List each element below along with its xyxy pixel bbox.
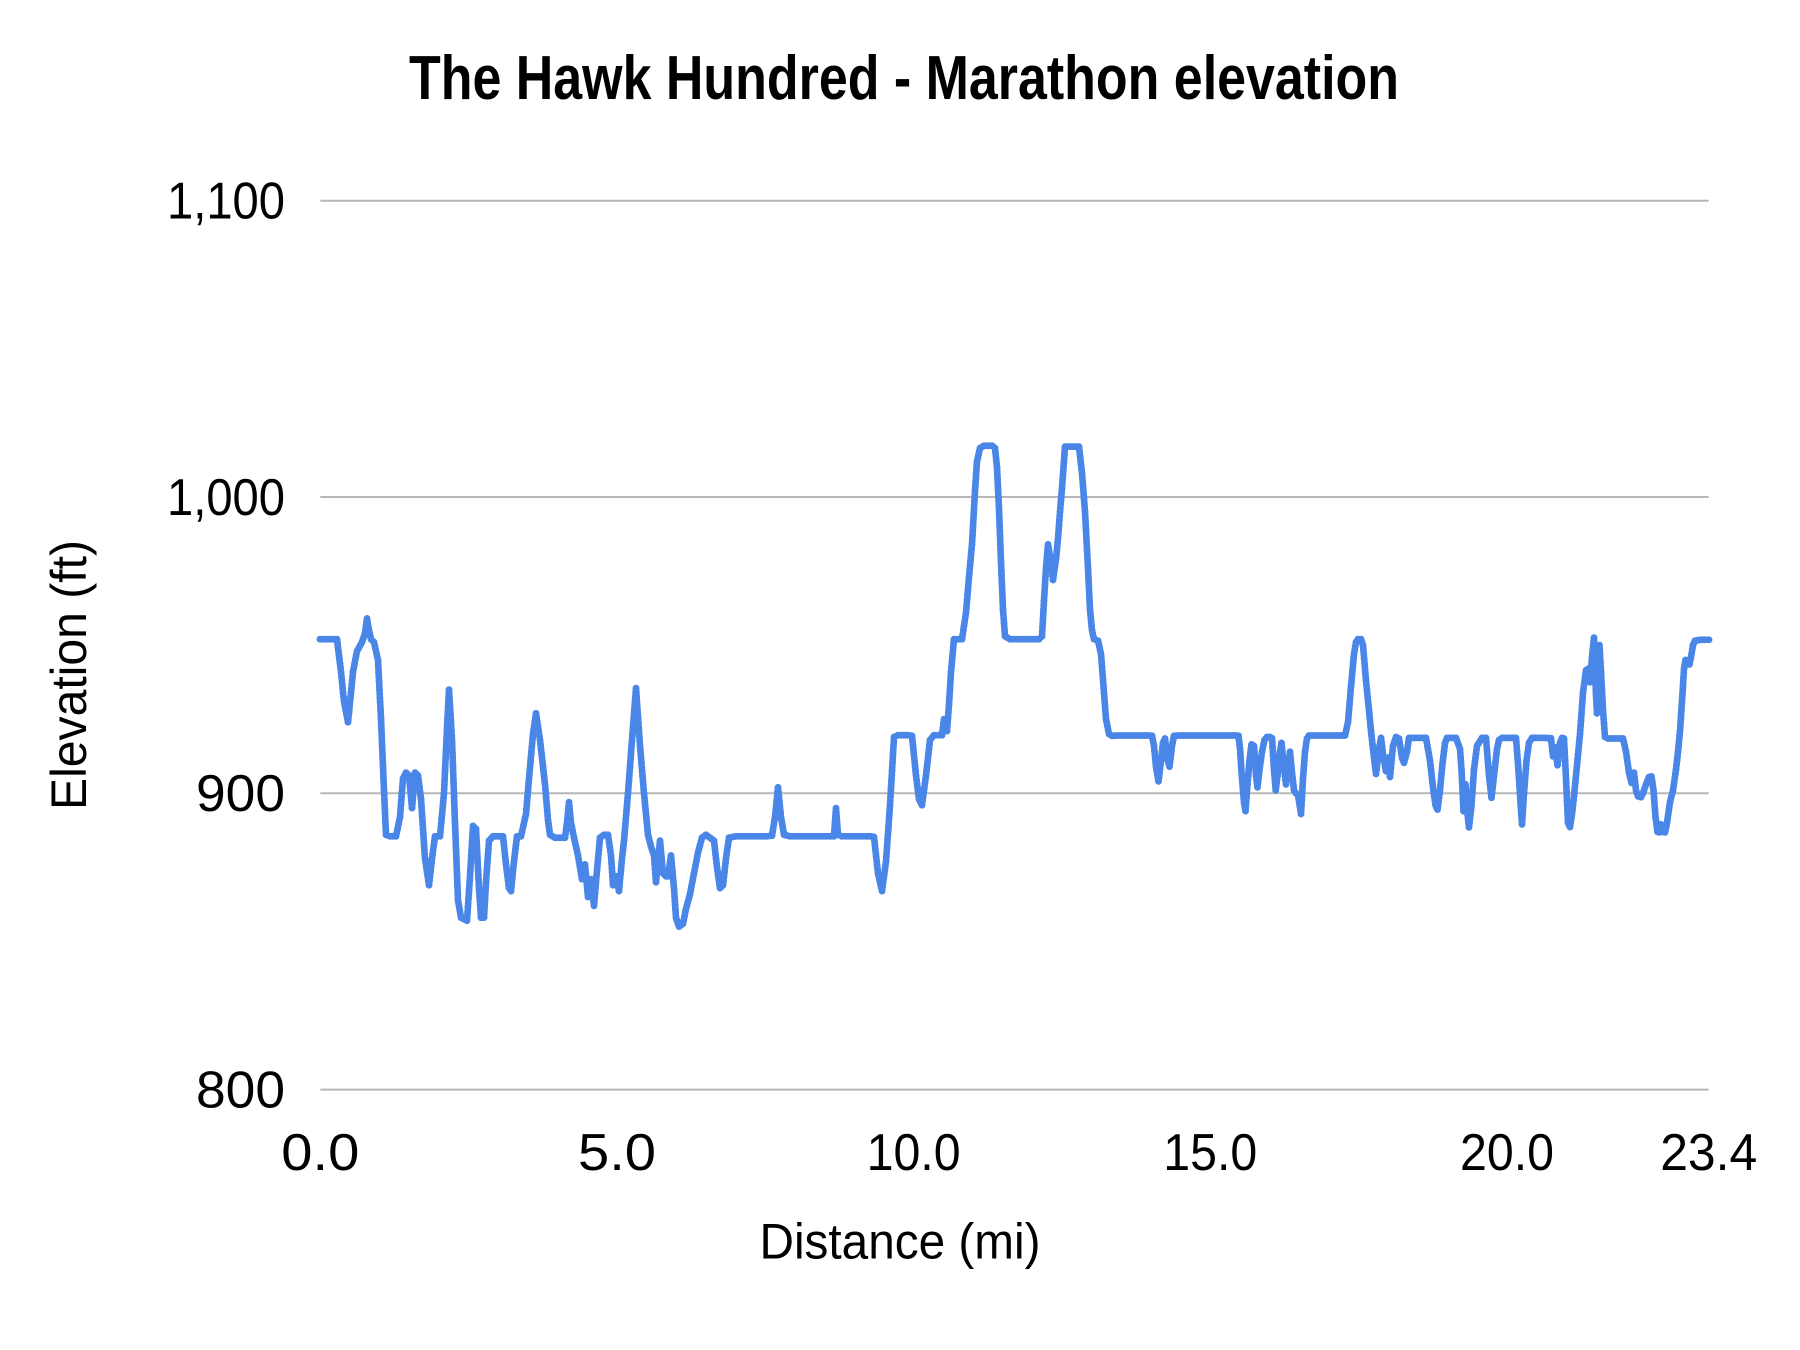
svg-text:Elevation (ft): Elevation (ft) — [41, 540, 97, 810]
svg-text:23.4: 23.4 — [1660, 1124, 1757, 1182]
svg-text:900: 900 — [196, 765, 285, 823]
svg-text:800: 800 — [196, 1062, 285, 1120]
svg-text:1,100: 1,100 — [167, 173, 285, 231]
svg-text:The Hawk Hundred - Marathon el: The Hawk Hundred - Marathon elevation — [409, 44, 1399, 113]
svg-text:5.0: 5.0 — [578, 1124, 656, 1182]
svg-text:20.0: 20.0 — [1460, 1124, 1554, 1182]
svg-text:15.0: 15.0 — [1163, 1124, 1257, 1182]
svg-text:Distance (mi): Distance (mi) — [760, 1214, 1041, 1270]
svg-text:0.0: 0.0 — [281, 1124, 359, 1182]
svg-text:1,000: 1,000 — [167, 469, 285, 527]
svg-text:10.0: 10.0 — [867, 1124, 961, 1182]
